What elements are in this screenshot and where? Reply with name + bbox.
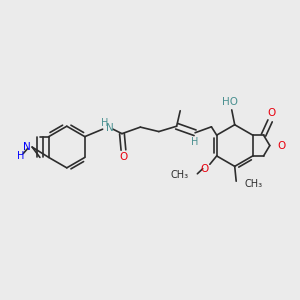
Text: CH₃: CH₃ <box>244 178 262 189</box>
Text: O: O <box>119 152 128 162</box>
Text: H: H <box>191 137 199 147</box>
Text: O: O <box>277 140 286 151</box>
Text: O: O <box>267 108 276 118</box>
Text: N: N <box>23 142 31 152</box>
Text: N: N <box>106 123 114 133</box>
Text: H: H <box>101 118 109 128</box>
Text: O: O <box>201 164 209 174</box>
Text: HO: HO <box>222 97 238 106</box>
Text: H: H <box>17 151 25 161</box>
Text: CH₃: CH₃ <box>170 170 188 180</box>
